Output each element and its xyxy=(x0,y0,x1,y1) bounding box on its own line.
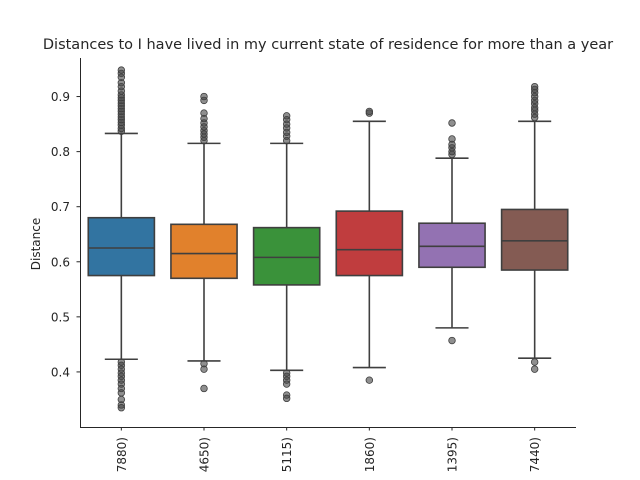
box-rect xyxy=(500,208,569,271)
y-tick-label: 0.5 xyxy=(51,310,70,324)
flier-point xyxy=(200,365,208,373)
flier-point xyxy=(282,394,291,403)
flier-point xyxy=(365,376,374,384)
flier-point xyxy=(448,135,456,143)
box-group xyxy=(418,119,486,345)
flier-point xyxy=(365,107,374,116)
x-tick-label: 4650) xyxy=(198,437,212,472)
x-axis-ticks: 7880) 4650) 5115) 1860) 1395) 7440) xyxy=(115,427,542,472)
flier-point xyxy=(530,358,539,366)
flier-point xyxy=(117,389,126,397)
x-tick-label: 1395) xyxy=(446,437,460,472)
flier-point xyxy=(200,92,208,101)
flier-point xyxy=(117,404,126,412)
box-group xyxy=(335,107,404,384)
box-group xyxy=(87,66,156,412)
box-rect xyxy=(418,222,486,269)
x-tick-label: 7440) xyxy=(528,437,542,472)
x-tick-label: 1860) xyxy=(363,437,377,472)
y-tick-label: 0.6 xyxy=(51,255,70,269)
y-tick-label: 0.9 xyxy=(51,90,70,104)
boxes-layer xyxy=(87,66,569,412)
y-tick-label: 0.8 xyxy=(51,145,70,159)
box-rect xyxy=(170,223,238,280)
y-axis-label: Distance xyxy=(29,218,43,270)
box-rect xyxy=(87,216,156,277)
x-tick-label: 7880) xyxy=(115,437,129,472)
flier-point xyxy=(200,109,208,117)
y-tick-label: 0.7 xyxy=(51,200,70,214)
y-axis-ticks: 0.4 0.5 0.6 0.7 0.8 0.9 xyxy=(51,90,80,379)
chart-title: Distances to I have lived in my current … xyxy=(43,37,613,53)
box-group xyxy=(170,92,238,393)
box-group xyxy=(252,112,321,403)
flier-point xyxy=(530,365,539,373)
flier-point xyxy=(282,380,291,388)
box-rect xyxy=(335,210,404,277)
flier-point xyxy=(282,112,291,120)
flier-point xyxy=(117,66,126,74)
flier-point xyxy=(200,384,208,393)
flier-point xyxy=(448,336,456,345)
flier-point xyxy=(448,119,456,127)
flier-point xyxy=(530,82,539,91)
box-group xyxy=(500,82,569,373)
box-rect xyxy=(252,226,321,286)
x-tick-label: 5115) xyxy=(280,437,294,472)
y-tick-label: 0.4 xyxy=(51,365,70,379)
